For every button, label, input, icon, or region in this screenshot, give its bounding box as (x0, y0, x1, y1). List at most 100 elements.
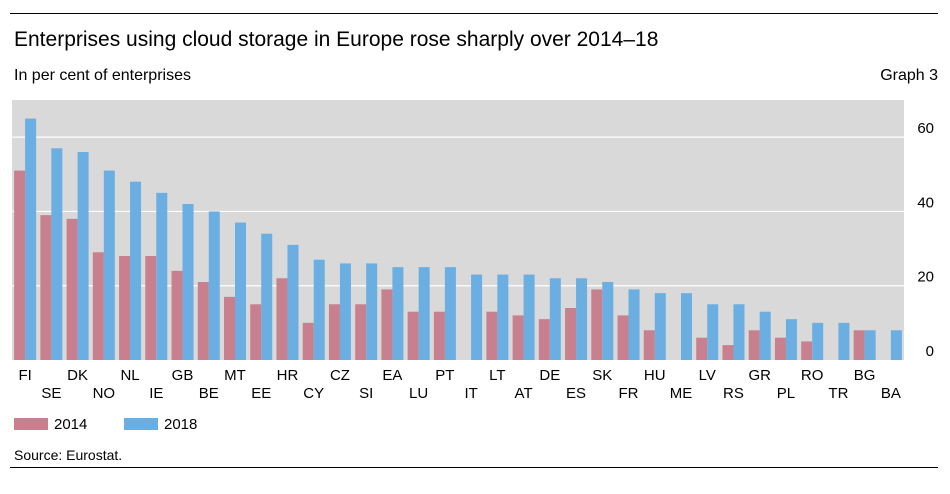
bar-2018-AT (523, 274, 535, 360)
bar-2018-EE (261, 233, 273, 360)
bar-2018-NL (130, 181, 142, 360)
bar-2018-DE (549, 278, 561, 360)
legend-item-2018: 2018 (124, 415, 197, 433)
bar-2018-CY (313, 259, 325, 360)
bar-2018-SK (602, 282, 614, 360)
bar-2018-SI (366, 263, 378, 360)
bar-2018-BA (890, 330, 902, 360)
bar-2018-SE (51, 148, 63, 360)
bar-2018-TR (838, 322, 850, 360)
x-tick-label: RS (723, 385, 744, 402)
x-tick-label: RO (801, 367, 824, 384)
y-tick-label: 60 (917, 120, 934, 137)
legend-label-2014: 2014 (54, 415, 88, 433)
x-tick-label: BA (881, 385, 901, 402)
x-tick-label: CZ (330, 367, 350, 384)
bar-2014-HU (643, 330, 655, 360)
chart-subtitle: In per cent of enterprises (14, 67, 191, 84)
bar-2014-FR (617, 315, 629, 360)
x-tick-label: IT (464, 385, 477, 402)
bar-2018-RO (812, 322, 824, 360)
bar-2014-DK (66, 218, 78, 360)
bar-2014-BG (853, 330, 865, 360)
graph-number: Graph 3 (880, 67, 938, 84)
x-tick-label: EE (251, 385, 271, 402)
bar-2018-DK (77, 152, 89, 360)
bar-2018-FI (25, 118, 37, 360)
top-rule (10, 13, 938, 14)
bar-2018-BE (208, 211, 220, 360)
bar-2018-PL (785, 319, 797, 360)
x-tick-label: ME (670, 385, 693, 402)
bar-2014-SI (355, 304, 367, 360)
x-tick-label: NL (120, 367, 139, 384)
bar-2014-SK (591, 289, 603, 360)
x-tick-label: NO (93, 385, 116, 402)
legend-swatch-2018 (124, 418, 158, 430)
bar-2014-SE (40, 215, 52, 360)
bar-2014-ES (565, 308, 577, 360)
bar-2014-LT (486, 311, 498, 360)
x-tick-label: LV (699, 367, 716, 384)
bar-2014-MT (224, 296, 235, 360)
bar-2014-NL (119, 256, 131, 360)
bar-2014-AT (512, 315, 524, 360)
bar-2018-CZ (339, 263, 351, 360)
bar-2014-RS (722, 345, 734, 360)
x-tick-label: ES (566, 385, 586, 402)
x-tick-label: GR (748, 367, 771, 384)
x-tick-label: TR (828, 385, 848, 402)
bar-2014-NO (92, 252, 104, 360)
source-note: Source: Eurostat. (14, 447, 123, 463)
x-tick-label: BG (854, 367, 876, 384)
x-tick-label: HU (644, 367, 666, 384)
bar-2018-LV (707, 304, 719, 360)
bar-2018-EA (392, 267, 404, 360)
bar-2014-CY (302, 322, 314, 360)
bar-2018-BG (864, 330, 876, 360)
bar-2014-BE (197, 282, 209, 360)
bottom-rule (10, 467, 938, 468)
x-tick-label: LT (489, 367, 505, 384)
bar-2014-LU (407, 311, 419, 360)
legend-label-2018: 2018 (164, 415, 198, 433)
bar-2018-IE (156, 192, 168, 360)
x-tick-label: SI (359, 385, 373, 402)
x-tick-label: DE (539, 367, 560, 384)
x-tick-label: FR (619, 385, 639, 402)
x-tick-label: SK (592, 367, 612, 384)
legend-swatch-2014 (14, 418, 48, 430)
bar-2014-EE (250, 304, 262, 360)
x-tick-label: IE (149, 385, 163, 402)
bar-2018-LU (418, 267, 430, 360)
bar-2014-LV (696, 337, 708, 360)
bar-2014-CZ (328, 304, 340, 360)
bar-2014-HR (276, 278, 288, 360)
bar-2018-GB (182, 204, 194, 360)
x-tick-label: MT (224, 367, 246, 384)
x-tick-label: FI (18, 367, 31, 384)
bar-2018-LT (497, 274, 509, 360)
x-tick-label: CY (303, 385, 324, 402)
bar-2014-FI (14, 170, 26, 360)
y-tick-label: 40 (917, 194, 934, 211)
bar-2018-NO (103, 170, 115, 360)
legend-item-2014: 2014 (14, 415, 87, 433)
x-tick-label: LU (409, 385, 428, 402)
x-tick-label: AT (515, 385, 533, 402)
bar-2018-RS (733, 304, 745, 360)
bar-2014-IE (145, 256, 157, 360)
x-tick-label: GB (172, 367, 194, 384)
y-tick-label: 20 (917, 269, 934, 286)
bar-2018-MT (235, 222, 246, 360)
x-tick-label: EA (382, 367, 402, 384)
x-tick-label: SE (41, 385, 61, 402)
bar-2018-ES (576, 278, 588, 360)
bar-2014-PT (433, 311, 445, 360)
bar-2014-GB (171, 270, 183, 360)
x-tick-label: DK (67, 367, 88, 384)
y-tick-label: 0 (926, 343, 934, 360)
bar-2014-PL (774, 337, 786, 360)
bar-2014-GR (748, 330, 760, 360)
x-tick-label: BE (199, 385, 219, 402)
